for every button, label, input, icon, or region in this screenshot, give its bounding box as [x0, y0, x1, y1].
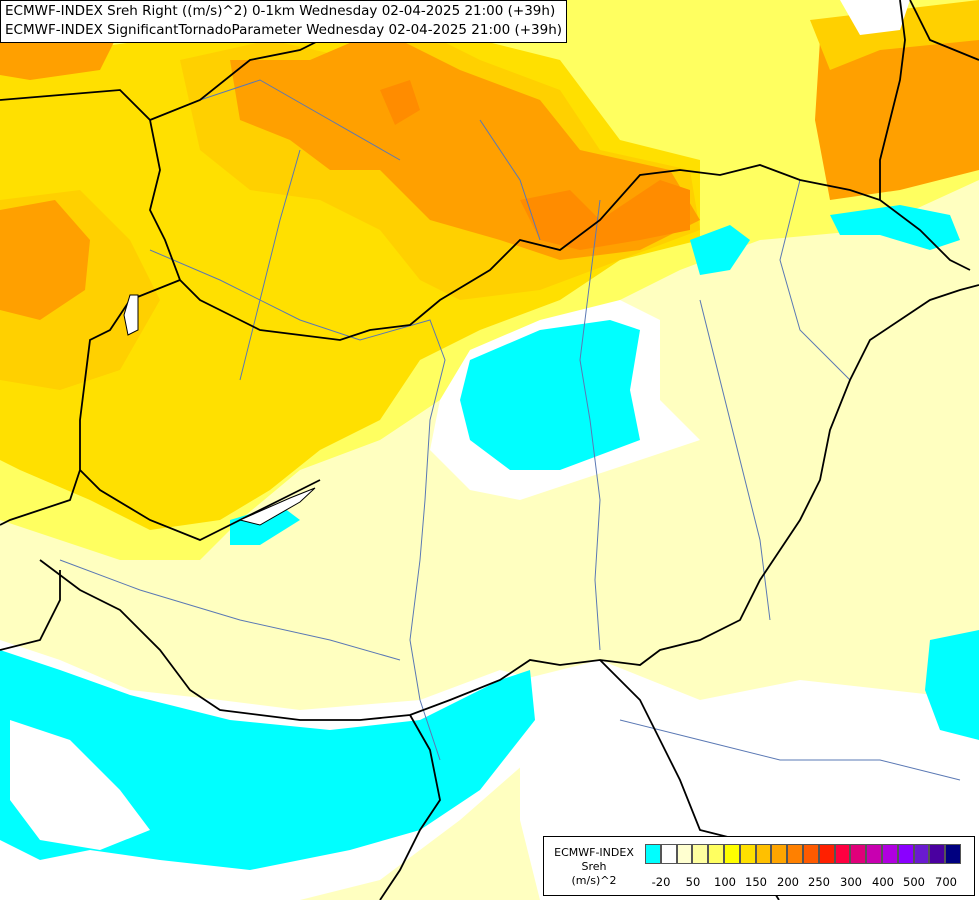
legend-swatch — [676, 844, 693, 864]
legend-swatch — [739, 844, 756, 864]
legend-swatch — [850, 844, 867, 864]
color-legend: ECMWF-INDEX Sreh (m/s)^2 -20 50 100 150 200 2… — [543, 836, 975, 896]
title-line-1: ECMWF-INDEX Sreh Right ((m/s)^2) 0-1km W… — [5, 3, 556, 19]
legend-swatch — [866, 844, 882, 864]
rivers — [59, 79, 961, 781]
legend-tick-label: 150 — [745, 875, 767, 889]
legend-swatch — [645, 844, 661, 864]
legend-tick-label: 100 — [714, 875, 736, 889]
legend-unit: (m/s)^2 — [571, 874, 617, 887]
legend-swatch — [802, 844, 819, 864]
field-darkorange-center — [520, 180, 690, 250]
field-orange-northeast — [815, 30, 979, 200]
field-cyan-far-east — [925, 630, 979, 740]
legend-tick-label: 250 — [808, 875, 830, 889]
legend-label: ECMWF-INDEX Sreh (m/s)^2 — [548, 846, 640, 888]
field-darkorange-north — [380, 80, 420, 125]
lake-neusiedl — [123, 294, 139, 336]
legend-swatch — [755, 844, 772, 864]
legend-swatch — [881, 844, 898, 864]
legend-swatch — [913, 844, 930, 864]
legend-swatches — [645, 844, 961, 864]
legend-swatch — [945, 844, 961, 864]
legend-tick-label: 300 — [840, 875, 862, 889]
legend-swatch — [692, 844, 709, 864]
map-title: ECMWF-INDEX Sreh Right ((m/s)^2) 0-1km W… — [0, 0, 568, 43]
legend-swatch — [660, 844, 677, 864]
legend-swatch — [723, 844, 740, 864]
legend-swatch — [787, 844, 803, 864]
lake-balaton — [238, 487, 316, 526]
field-cyan-northeast — [690, 225, 750, 275]
legend-tick-label: 700 — [935, 875, 957, 889]
legend-swatch — [929, 844, 946, 864]
legend-source: ECMWF-INDEX — [554, 846, 634, 859]
legend-tick-label: -20 — [651, 875, 671, 889]
legend-swatch — [771, 844, 788, 864]
legend-tick-label: 400 — [872, 875, 894, 889]
legend-ticks: -20 50 100 150 200 250 300 400 500 700 — [645, 875, 975, 889]
legend-swatch — [708, 844, 724, 864]
legend-tick-label: 200 — [777, 875, 799, 889]
legend-tick-label: 50 — [685, 875, 701, 889]
field-cyan-center — [460, 320, 640, 470]
field-white-adriatic — [10, 720, 150, 850]
title-line-2: ECMWF-INDEX SignificantTornadoParameter … — [5, 22, 563, 38]
legend-variable: Sreh — [581, 860, 607, 873]
field-orange-west — [0, 200, 90, 320]
field-white-topcorner — [840, 0, 910, 35]
field-cyan-west-strip — [230, 505, 300, 545]
legend-tick-label: 500 — [903, 875, 925, 889]
legend-swatch — [818, 844, 835, 864]
legend-swatch — [897, 844, 914, 864]
legend-swatch — [834, 844, 851, 864]
